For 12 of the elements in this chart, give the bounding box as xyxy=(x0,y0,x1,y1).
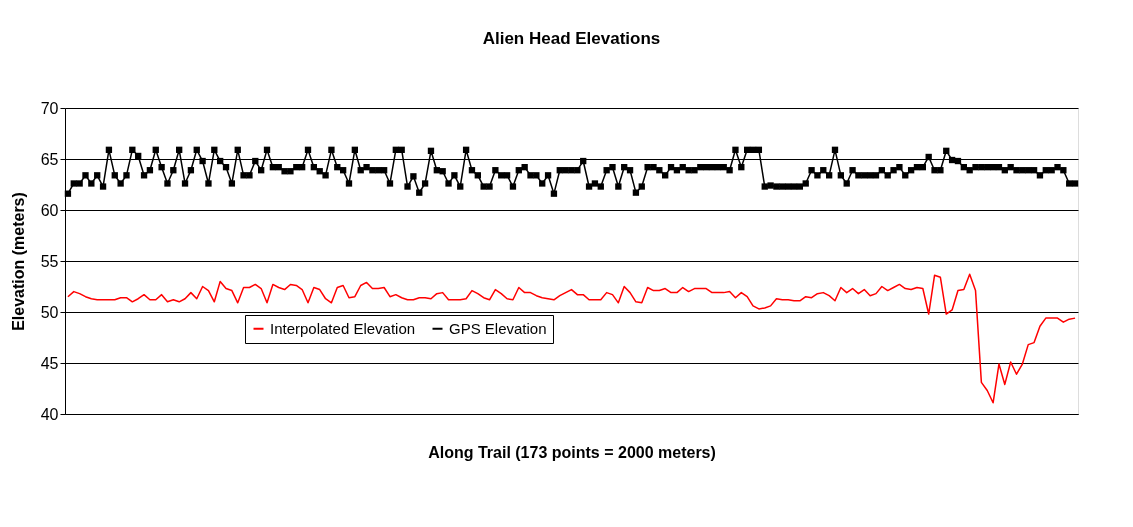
y-tick-label: 40 xyxy=(40,405,59,423)
y-tick-label: 65 xyxy=(40,150,59,168)
y-tick-label: 70 xyxy=(40,99,59,117)
legend-label: GPS Elevation xyxy=(449,319,547,337)
y-tick-label: 55 xyxy=(40,252,59,270)
y-tick-label: 60 xyxy=(40,201,59,219)
legend-label: Interpolated Elevation xyxy=(270,319,416,337)
chart-title: Alien Head Elevations xyxy=(482,29,661,48)
y-tick-label: 45 xyxy=(40,354,59,372)
x-axis-title: Along Trail (173 points = 2000 meters) xyxy=(428,443,716,461)
y-axis-title: Elevation (meters) xyxy=(9,192,27,331)
y-tick-label: 50 xyxy=(40,303,59,321)
